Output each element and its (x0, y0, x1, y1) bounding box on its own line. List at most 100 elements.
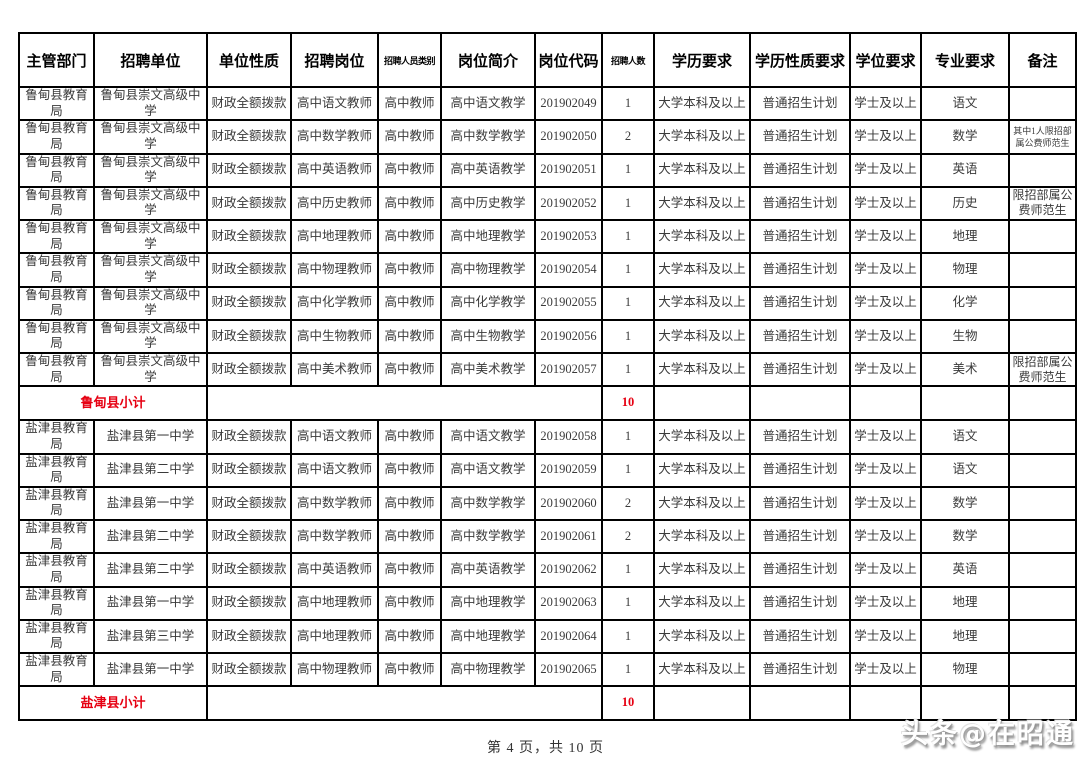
cell-edu: 大学本科及以上 (653, 618, 751, 655)
header-category: 招聘人员类别 (377, 32, 442, 88)
cell-edu-type: 普通招生计划 (749, 85, 851, 122)
cell-post: 高中语文教师 (290, 419, 379, 455)
cell-unit: 鲁甸县崇文高级中学 (93, 185, 208, 222)
cell-nature: 财政全额拨款 (206, 485, 292, 522)
cell-nature: 财政全额拨款 (206, 618, 292, 655)
header-code: 岗位代码 (534, 32, 603, 88)
cell-edu-type: 普通招生计划 (749, 252, 851, 288)
cell-code: 201902055 (534, 285, 603, 321)
cell-edu: 大学本科及以上 (653, 285, 751, 321)
table-row: 盐津县教育局 盐津县第二中学 财政全额拨款 高中英语教师 高中教师 高中英语教学 20190… (18, 552, 1077, 588)
cell-dept: 鲁甸县教育局 (18, 285, 95, 321)
cell-degree: 学士及以上 (849, 119, 922, 155)
cell-degree: 学士及以上 (849, 218, 922, 255)
cell-post: 高中数学教师 (290, 119, 379, 155)
table-row: 鲁甸县教育局 鲁甸县崇文高级中学 财政全额拨款 高中数学教师 高中教师 高中数学教学 201… (18, 119, 1077, 155)
cell-unit: 鲁甸县崇文高级中学 (93, 285, 208, 321)
cell-nature: 财政全额拨款 (206, 119, 292, 155)
cell-edu-type: 普通招生计划 (749, 585, 851, 621)
cell-major: 数学 (920, 119, 1010, 155)
cell-category: 高中教师 (377, 185, 442, 222)
cell-code: 201902053 (534, 218, 603, 255)
cell-major: 美术 (920, 351, 1010, 388)
subtotal-row: 鲁甸县小计 10 (18, 385, 1077, 422)
cell-count: 2 (601, 119, 655, 155)
cell-nature: 财政全额拨款 (206, 285, 292, 321)
cell-intro: 高中数学教学 (440, 119, 536, 155)
cell-category: 高中教师 (377, 85, 442, 122)
cell-remark (1008, 651, 1077, 688)
cell-nature: 财政全额拨款 (206, 152, 292, 188)
cell-empty (206, 685, 603, 722)
header-intro: 岗位简介 (440, 32, 536, 88)
cell-dept: 盐津县教育局 (18, 618, 95, 655)
cell-category: 高中教师 (377, 552, 442, 588)
header-count: 招聘人数 (601, 32, 655, 88)
cell-count: 1 (601, 152, 655, 188)
cell-intro: 高中数学教学 (440, 485, 536, 522)
cell-dept: 盐津县教育局 (18, 552, 95, 588)
cell-degree: 学士及以上 (849, 585, 922, 621)
cell-nature: 财政全额拨款 (206, 552, 292, 588)
cell-count: 1 (601, 452, 655, 488)
cell-post: 高中英语教师 (290, 152, 379, 188)
cell-post: 高中地理教师 (290, 585, 379, 621)
cell-degree: 学士及以上 (849, 651, 922, 688)
cell-remark (1008, 485, 1077, 522)
cell-empty (1008, 685, 1077, 722)
cell-dept: 盐津县教育局 (18, 419, 95, 455)
cell-degree: 学士及以上 (849, 351, 922, 388)
cell-empty (849, 685, 922, 722)
table-row: 盐津县教育局 盐津县第一中学 财政全额拨款 高中地理教师 高中教师 高中地理教学 20190… (18, 585, 1077, 621)
cell-edu-type: 普通招生计划 (749, 518, 851, 555)
header-edu: 学历要求 (653, 32, 751, 88)
cell-intro: 高中地理教学 (440, 218, 536, 255)
cell-degree: 学士及以上 (849, 252, 922, 288)
cell-intro: 高中语文教学 (440, 452, 536, 488)
cell-unit: 盐津县第一中学 (93, 585, 208, 621)
cell-edu: 大学本科及以上 (653, 252, 751, 288)
cell-remark (1008, 518, 1077, 555)
cell-edu: 大学本科及以上 (653, 318, 751, 355)
cell-count: 1 (601, 618, 655, 655)
cell-nature: 财政全额拨款 (206, 318, 292, 355)
cell-edu: 大学本科及以上 (653, 419, 751, 455)
cell-major: 物理 (920, 252, 1010, 288)
cell-remark (1008, 285, 1077, 321)
cell-count: 1 (601, 585, 655, 621)
header-nature: 单位性质 (206, 32, 292, 88)
cell-edu-type: 普通招生计划 (749, 318, 851, 355)
cell-nature: 财政全额拨款 (206, 351, 292, 388)
cell-count: 2 (601, 518, 655, 555)
table-header: 主管部门 招聘单位 单位性质 招聘岗位 招聘人员类别 岗位简介 岗位代码 招聘人数 学历要求 学历… (18, 32, 1077, 88)
cell-count: 1 (601, 552, 655, 588)
cell-major: 语文 (920, 452, 1010, 488)
cell-dept: 盐津县教育局 (18, 485, 95, 522)
cell-remark (1008, 618, 1077, 655)
cell-post: 高中美术教师 (290, 351, 379, 388)
cell-dept: 鲁甸县教育局 (18, 152, 95, 188)
cell-post: 高中历史教师 (290, 185, 379, 222)
cell-count: 1 (601, 419, 655, 455)
cell-intro: 高中英语教学 (440, 152, 536, 188)
cell-edu-type: 普通招生计划 (749, 119, 851, 155)
cell-major: 语文 (920, 85, 1010, 122)
cell-remark: 限招部属公费师范生 (1008, 185, 1077, 222)
cell-nature: 财政全额拨款 (206, 452, 292, 488)
cell-intro: 高中数学教学 (440, 518, 536, 555)
header-remark: 备注 (1008, 32, 1077, 88)
header-row: 主管部门 招聘单位 单位性质 招聘岗位 招聘人员类别 岗位简介 岗位代码 招聘人数 学历要求 学历… (18, 32, 1077, 88)
cell-edu-type: 普通招生计划 (749, 152, 851, 188)
cell-nature: 财政全额拨款 (206, 252, 292, 288)
cell-category: 高中教师 (377, 218, 442, 255)
cell-unit: 鲁甸县崇文高级中学 (93, 218, 208, 255)
cell-empty (920, 685, 1010, 722)
cell-edu-type: 普通招生计划 (749, 485, 851, 522)
cell-empty (749, 385, 851, 422)
cell-dept: 盐津县教育局 (18, 585, 95, 621)
table-row: 鲁甸县教育局 鲁甸县崇文高级中学 财政全额拨款 高中英语教师 高中教师 高中英语教学 201… (18, 152, 1077, 188)
cell-nature: 财政全额拨款 (206, 185, 292, 222)
cell-nature: 财政全额拨款 (206, 218, 292, 255)
cell-unit: 盐津县第二中学 (93, 452, 208, 488)
cell-empty (1008, 385, 1077, 422)
